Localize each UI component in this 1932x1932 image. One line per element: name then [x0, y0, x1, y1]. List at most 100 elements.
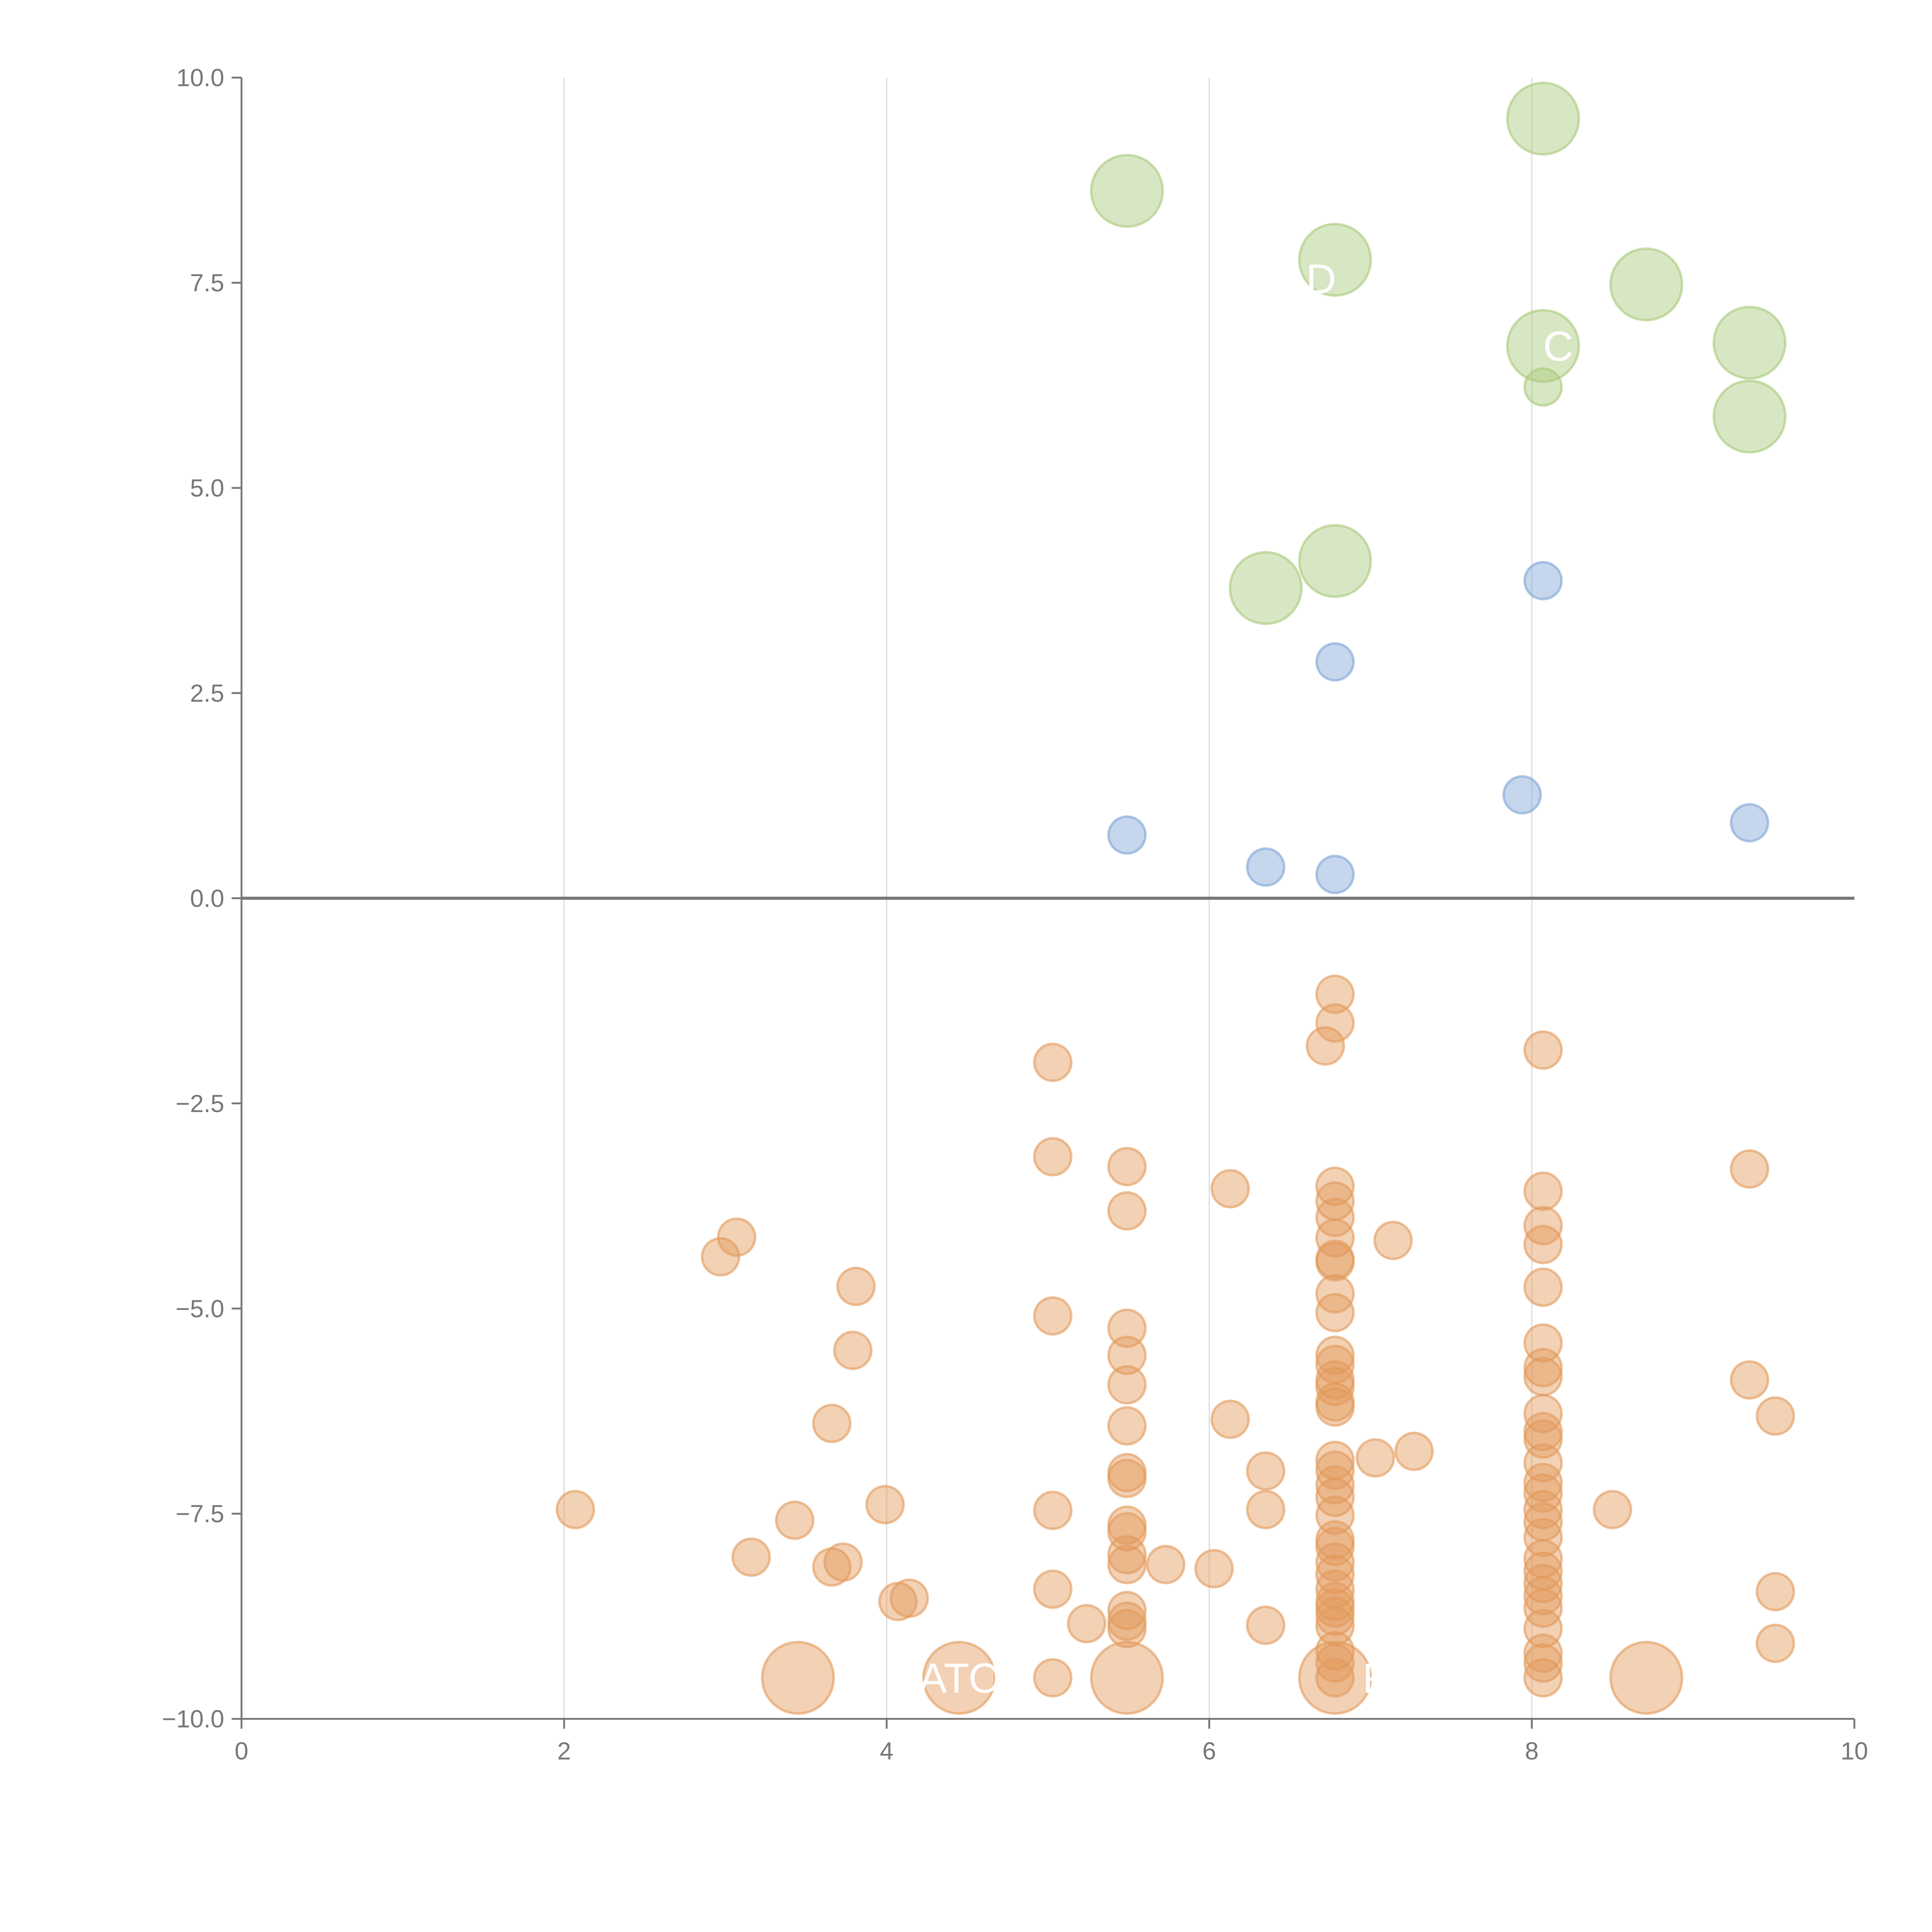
point-label: D: [1306, 255, 1336, 302]
data-point-orange-small: [1315, 1643, 1355, 1683]
data-point-orange-small: [1033, 1569, 1073, 1609]
data-point-orange-small: [1523, 1357, 1563, 1396]
y-tick-label: −10.0: [162, 1705, 224, 1733]
data-point-orange-small: [1523, 1030, 1563, 1070]
data-point-orange-small: [1033, 1137, 1073, 1177]
data-point-orange-small: [1210, 1400, 1250, 1439]
data-point-green-large: [1506, 82, 1580, 156]
data-point-orange-small: [1355, 1438, 1395, 1478]
data-point-orange-small: [1315, 975, 1355, 1014]
y-tick-label: −2.5: [175, 1090, 224, 1117]
data-point-orange-small: [865, 1485, 905, 1525]
y-tick-label: −7.5: [175, 1500, 224, 1528]
point-label: ATOM: [919, 1655, 1036, 1701]
data-point-orange-small: [1210, 1169, 1250, 1209]
data-point-orange-small: [1523, 1473, 1563, 1513]
data-point-orange-small: [1523, 1419, 1563, 1459]
data-point-orange-small: [1315, 1218, 1355, 1258]
data-point-orange-small: [556, 1490, 595, 1529]
data-point-orange-small: [1730, 1360, 1769, 1400]
x-tick-label: 4: [880, 1737, 893, 1765]
data-point-green-small: [1523, 367, 1563, 407]
data-point-orange-small: [1315, 1450, 1355, 1490]
data-point-orange-small: [1107, 1191, 1147, 1231]
data-point-orange-small: [1523, 1517, 1563, 1558]
data-point-orange-small: [836, 1267, 876, 1306]
data-point-orange-small: [1755, 1396, 1795, 1436]
data-point-orange-small: [1523, 1588, 1563, 1628]
data-point-orange-large: [922, 1641, 997, 1715]
data-point-orange-small: [823, 1542, 863, 1582]
data-point-green-large: [1609, 247, 1684, 321]
data-point-orange-small: [1523, 1267, 1563, 1307]
data-point-orange-small: [1315, 1527, 1355, 1566]
data-point-orange-small: [1373, 1221, 1413, 1260]
data-point-orange-small: [1523, 1171, 1563, 1211]
data-point-orange-small: [1523, 1576, 1563, 1616]
data-point-orange-small: [1107, 1512, 1147, 1552]
x-tick-label: 0: [235, 1737, 248, 1765]
data-point-orange-small: [1315, 1658, 1355, 1698]
data-point-orange-small: [1033, 1043, 1073, 1082]
data-point-green-large: [1713, 379, 1787, 454]
data-point-orange-small: [1033, 1490, 1073, 1530]
data-point-orange-small: [731, 1537, 771, 1577]
data-point-orange-small: [1315, 1293, 1355, 1333]
data-point-orange-small: [1246, 1490, 1286, 1529]
data-point-orange-small: [1315, 1554, 1355, 1594]
data-point-green-large: [1228, 551, 1303, 625]
y-tick-label: 10.0: [176, 64, 224, 92]
data-point-orange-small: [1315, 1367, 1355, 1406]
data-point-orange-small: [1107, 1545, 1147, 1585]
data-point-orange-small: [1107, 1308, 1147, 1348]
data-point-orange-small: [1315, 1631, 1355, 1671]
data-points: [556, 82, 1795, 1715]
data-point-orange-small: [1755, 1572, 1795, 1612]
x-tick-label: 10: [1841, 1737, 1868, 1765]
data-point-orange-small: [1315, 1387, 1355, 1427]
data-point-orange-small: [775, 1500, 815, 1540]
data-point-green-large: [1713, 306, 1787, 380]
data-point-orange-small: [1315, 1465, 1355, 1505]
data-point-orange-large: [1090, 1641, 1164, 1715]
point-labels: ATOM C D K: [919, 255, 1573, 1701]
data-point-blue: [1730, 803, 1769, 843]
data-point-orange-small: [833, 1330, 873, 1370]
data-point-orange-small: [1246, 1605, 1286, 1645]
x-tick-label: 6: [1202, 1737, 1216, 1765]
data-point-orange-small: [1033, 1296, 1073, 1336]
data-point-orange-small: [1755, 1623, 1795, 1663]
y-tick-label: 7.5: [190, 269, 224, 297]
data-point-green-large: [1298, 223, 1372, 297]
data-point-orange-small: [1315, 1197, 1355, 1237]
data-point-green-large: [1090, 154, 1164, 228]
data-point-orange-small: [1107, 1609, 1147, 1648]
data-point-blue: [1502, 775, 1542, 815]
data-point-orange-large: [1298, 1641, 1372, 1715]
data-point-orange-small: [1315, 1167, 1355, 1206]
data-point-orange-small: [1523, 1225, 1563, 1264]
point-label: K: [1362, 1655, 1390, 1701]
data-point-orange-small: [1033, 1658, 1073, 1698]
data-point-orange-small: [1523, 1490, 1563, 1529]
data-point-orange-small: [1067, 1604, 1107, 1644]
data-point-green-large: [1506, 309, 1580, 383]
data-point-orange-small: [1523, 1658, 1563, 1698]
data-point-blue: [1315, 855, 1355, 895]
data-point-orange-small: [1523, 1643, 1563, 1683]
data-point-orange-small: [812, 1403, 852, 1443]
data-point-orange-small: [1315, 1242, 1355, 1282]
data-point-orange-small: [1730, 1149, 1769, 1189]
data-point-blue: [1107, 815, 1147, 855]
data-point-blue: [1523, 561, 1563, 600]
data-point-blue: [1246, 847, 1286, 887]
x-tick-label: 8: [1525, 1737, 1539, 1765]
data-point-green-large: [1298, 524, 1372, 598]
data-point-orange-small: [1107, 1365, 1147, 1405]
data-point-orange-small: [1394, 1431, 1434, 1471]
data-point-blue: [1315, 642, 1355, 682]
data-point-orange-small: [1315, 1003, 1355, 1043]
data-point-orange-small: [1107, 1335, 1147, 1375]
y-tick-label: 5.0: [190, 474, 224, 502]
